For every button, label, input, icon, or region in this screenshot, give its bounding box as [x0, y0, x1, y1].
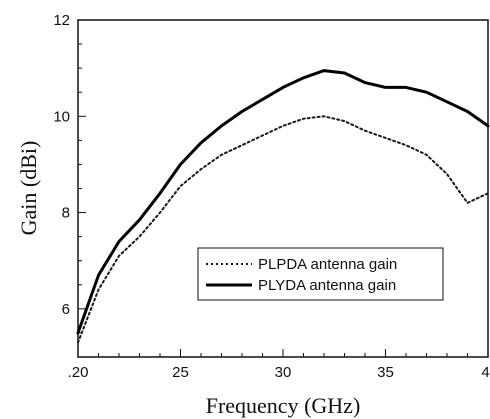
- series-lines: [76, 69, 490, 344]
- legend-label-plyda: PLYDA antenna gain: [258, 277, 396, 294]
- x-tick-label: 25: [172, 364, 189, 381]
- y-tick-label: 6: [62, 301, 70, 318]
- x-tick-label: 4(: [481, 364, 490, 381]
- x-axis-title: Frequency (GHz): [206, 393, 361, 418]
- legend-box: [197, 247, 444, 301]
- y-tick-label: 10: [53, 108, 70, 125]
- y-axis-title: Gain (dBi): [16, 141, 41, 236]
- legend: PLPDA antenna gain PLYDA antenna gain: [197, 247, 444, 301]
- x-axis-ticks: .20 25 30 35 4(: [68, 349, 490, 381]
- series-line-plpda: [77, 115, 489, 344]
- x-tick-label: 30: [275, 364, 292, 381]
- x-tick-label: 35: [377, 364, 394, 381]
- plot-frame: [77, 19, 489, 358]
- series-line-plyda: [76, 69, 490, 335]
- legend-label-plpda: PLPDA antenna gain: [258, 256, 397, 273]
- y-axis-ticks: 6 8 10 12: [53, 12, 86, 358]
- y-tick-label: 8: [62, 205, 70, 222]
- x-tick-label: .20: [68, 364, 89, 381]
- y-tick-label: 12: [53, 12, 70, 29]
